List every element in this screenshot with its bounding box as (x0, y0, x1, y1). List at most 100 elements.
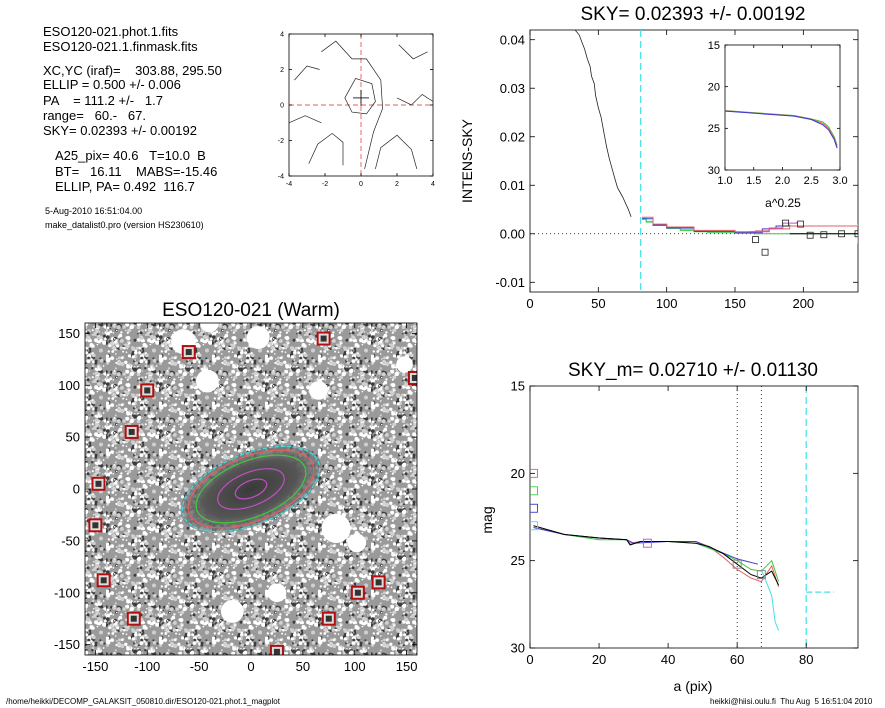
contour-line (398, 44, 428, 60)
contour-line (294, 65, 320, 81)
input-file-label: ESO120-021.phot.1.fits (43, 24, 179, 39)
isophote-ellipse-green (195, 454, 307, 524)
masked-blob (347, 533, 367, 553)
image-ytick-label: 50 (66, 430, 80, 445)
isophote-ellipse-red (187, 449, 315, 529)
sky-xtick-label: 100 (656, 296, 678, 311)
sky-plot-data (530, 30, 858, 292)
mask-box-core (411, 374, 417, 381)
mag-xtick-label: 20 (592, 652, 606, 667)
footer-user-timestamp: heikki@hiisi.oulu.fi Thu Aug 5 16:51:04 … (710, 697, 873, 706)
mask-box-core (273, 648, 280, 655)
contour-line (375, 134, 418, 169)
contour-ytick-label: 2 (280, 67, 284, 74)
mask-box-core (100, 577, 107, 584)
mag-plot-title: SKY_m= 0.02710 +/- 0.01130 (568, 360, 818, 381)
mag-series-black (533, 525, 780, 586)
image-ytick-label: -150 (54, 637, 80, 652)
ellipticity-value: ELLIP = 0.500 +/- 0.006 (43, 77, 181, 92)
contour-line (288, 115, 322, 124)
isophote-ellipse-magenta (217, 468, 285, 510)
contour-line (344, 77, 376, 115)
mag-marker-square (530, 468, 538, 478)
mag-marker-square (756, 570, 766, 580)
sky-plot: SKY= 0.02393 +/- 0.00192 INTENS-SKY 0 50 1… (459, 4, 859, 311)
masked-blob (267, 583, 287, 603)
sky-plot-axes: 0 50 100 150 200 -0.01 0.00 0.01 0.02 0.03 0.04 (495, 30, 858, 311)
sky-xtick-label: 0 (526, 296, 533, 311)
sky-sample-square (761, 248, 769, 256)
sky-inset-ytick-label: 15 (708, 40, 720, 52)
program-version: make_datalist0.pro (version HS230610) (45, 220, 204, 230)
image-ytick-label: 0 (73, 482, 80, 497)
galaxy-image (85, 323, 417, 655)
sky-sample-square (838, 230, 845, 238)
range-value: range= 60.- 67. (43, 108, 146, 123)
mag-xtick-label: 0 (526, 652, 533, 667)
sky-inset-xtick-label: 2.0 (775, 175, 790, 187)
image-ytick-label: -50 (61, 533, 80, 548)
image-ytick-label: -100 (54, 585, 80, 600)
mag-ytick-label: 25 (511, 553, 525, 568)
mask-boxes (88, 331, 417, 655)
sky-inset-xtick-label: 1.0 (717, 175, 732, 187)
sky-inset-frame (724, 44, 841, 171)
sky-value: SKY= 0.02393 +/- 0.00192 (43, 123, 197, 138)
bt-mabs-value: BT= 16.11 MABS=-15.46 (55, 164, 218, 179)
isophote-ellipses (181, 445, 321, 533)
mag-ytick-label: 20 (511, 466, 525, 481)
mag-plot-ylabel: mag (479, 506, 495, 533)
contour-xtick-label: 0 (359, 181, 363, 188)
mask-box-core (95, 480, 102, 487)
sky-xtick-label: 200 (792, 296, 814, 311)
sky-series-magenta (748, 222, 797, 233)
image-xtick-label: 50 (296, 659, 310, 674)
image-ytick-label: 100 (58, 378, 80, 393)
mask-box-core (92, 522, 99, 529)
mag-series-cyan (760, 569, 780, 631)
sky-sample-square (820, 231, 828, 239)
isophote-ellipse-cyan (181, 445, 321, 533)
sky-ytick-label: 0.04 (500, 32, 525, 47)
magnitude-plot: SKY_m= 0.02710 +/- 0.01130 mag a (pix) 0… (479, 360, 859, 694)
sky-xtick-label: 50 (591, 296, 605, 311)
mag-marker-square (530, 521, 538, 531)
contour-axes: -4 -2 0 2 4 -4 -2 0 2 4 (278, 31, 435, 188)
mag-marker-square (732, 559, 742, 569)
contour-ytick-label: -4 (278, 173, 284, 180)
sky-inset-xtick-label: 3.0 (832, 175, 847, 187)
mask-box-core (128, 428, 135, 435)
sky-inset-curve-blue (724, 110, 838, 149)
mag-xtick-label: 40 (661, 652, 675, 667)
sky-plot-ylabel: INTENS-SKY (459, 118, 475, 203)
sky-inset-ytick-label: 25 (708, 123, 720, 135)
sky-inset-xlabel: a^0.25 (765, 196, 801, 210)
sky-plot-title: SKY= 0.02393 +/- 0.00192 (580, 4, 805, 25)
sky-sample-square (806, 231, 814, 239)
contour-ytick-label: 4 (280, 31, 284, 38)
sky-ytick-label: 0.02 (500, 129, 525, 144)
sky-sample-square (752, 236, 759, 244)
timestamp: 5-Aug-2010 16:51:04.00 (45, 206, 143, 216)
contour-line (396, 93, 434, 106)
mag-plot-data (530, 386, 834, 648)
mag-plot-xlabel: a (pix) (674, 678, 713, 694)
mag-marker-square (530, 486, 538, 496)
image-xtick-label: 150 (396, 659, 418, 674)
isophote-ellipse-magenta (234, 478, 268, 500)
center-coordinates: XC,YC (iraf)= 303.88, 295.50 (43, 63, 222, 78)
sky-inset-xtick-label: 1.5 (746, 175, 761, 187)
image-xtick-label: 100 (344, 659, 366, 674)
mask-box-core (325, 615, 332, 622)
sky-inset-xtick-label: 2.5 (804, 175, 819, 187)
contour-xtick-label: 4 (431, 181, 435, 188)
masked-blob (396, 356, 413, 373)
sky-xtick-label: 150 (724, 296, 746, 311)
contour-xtick-label: -2 (322, 181, 328, 188)
mask-box-core (144, 387, 151, 394)
contour-xtick-label: 2 (395, 181, 399, 188)
mag-plot-frame (529, 385, 859, 649)
mask-box-core (320, 335, 327, 342)
image-xtick-label: 0 (247, 659, 254, 674)
